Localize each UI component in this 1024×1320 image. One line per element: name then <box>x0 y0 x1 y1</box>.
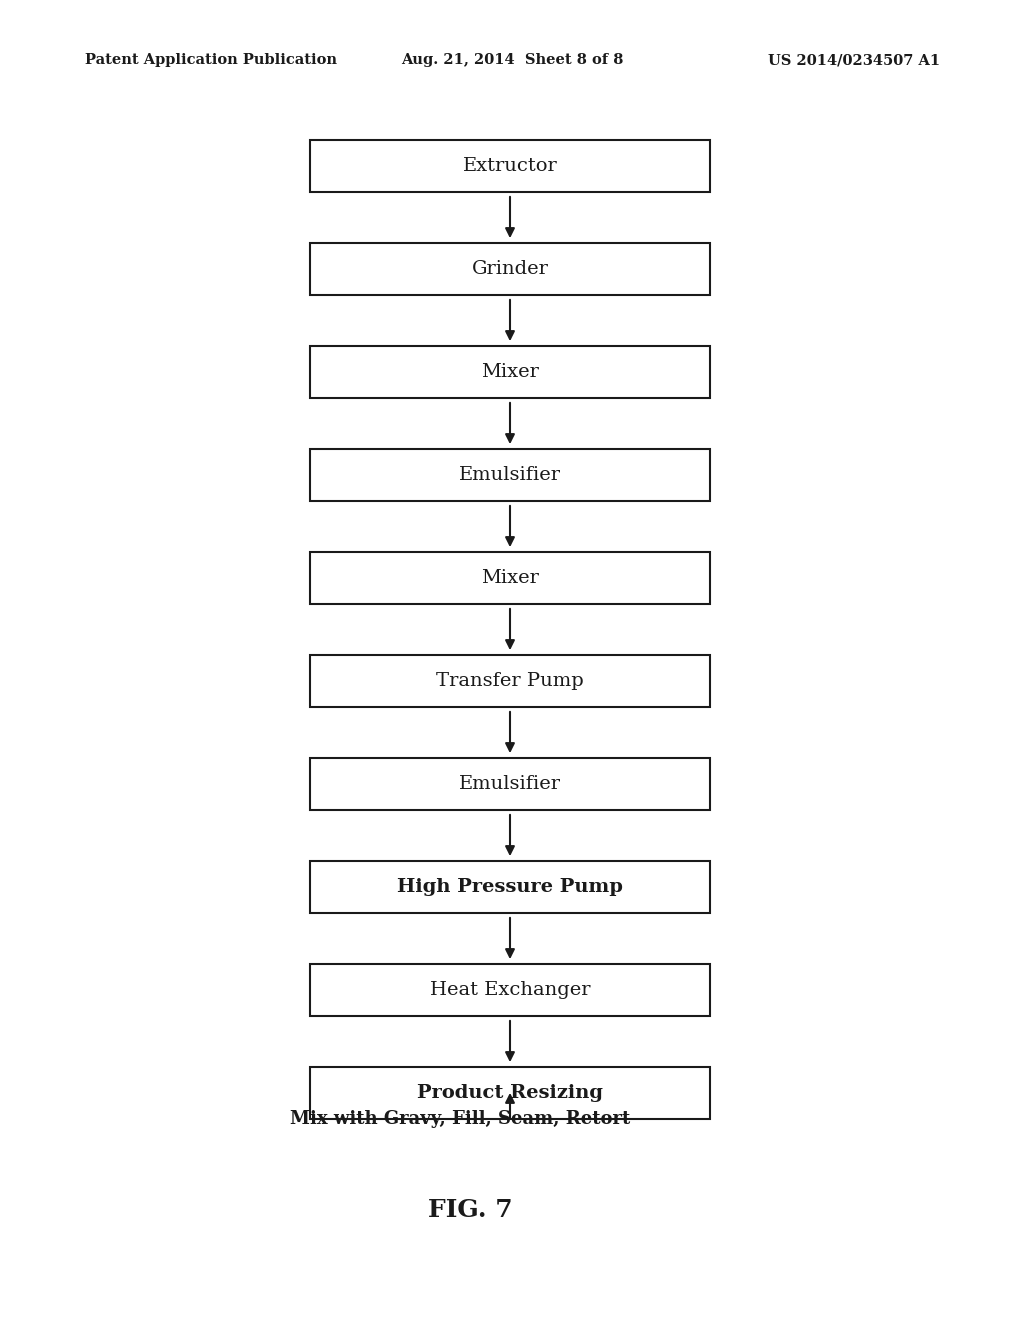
Text: Heat Exchanger: Heat Exchanger <box>430 981 590 999</box>
Bar <box>310 552 710 605</box>
Text: Mix with Gravy, Fill, Seam, Retort: Mix with Gravy, Fill, Seam, Retort <box>290 1110 630 1129</box>
Bar <box>310 346 710 399</box>
Bar <box>310 243 710 294</box>
Bar <box>310 964 710 1016</box>
Text: Extructor: Extructor <box>463 157 557 176</box>
Text: Emulsifier: Emulsifier <box>459 775 561 793</box>
Bar <box>310 140 710 191</box>
Text: Emulsifier: Emulsifier <box>459 466 561 484</box>
Text: Patent Application Publication: Patent Application Publication <box>85 53 337 67</box>
Text: Product Resizing: Product Resizing <box>417 1084 603 1102</box>
Text: High Pressure Pump: High Pressure Pump <box>397 878 623 896</box>
Text: Grinder: Grinder <box>472 260 549 279</box>
Text: Transfer Pump: Transfer Pump <box>436 672 584 690</box>
Bar <box>310 655 710 708</box>
Bar <box>310 449 710 502</box>
Bar <box>310 861 710 913</box>
Text: Aug. 21, 2014  Sheet 8 of 8: Aug. 21, 2014 Sheet 8 of 8 <box>400 53 624 67</box>
Text: Mixer: Mixer <box>481 363 539 381</box>
Text: Mixer: Mixer <box>481 569 539 587</box>
Bar <box>310 758 710 810</box>
Bar <box>310 1067 710 1119</box>
Text: US 2014/0234507 A1: US 2014/0234507 A1 <box>768 53 940 67</box>
Text: FIG. 7: FIG. 7 <box>428 1199 512 1222</box>
